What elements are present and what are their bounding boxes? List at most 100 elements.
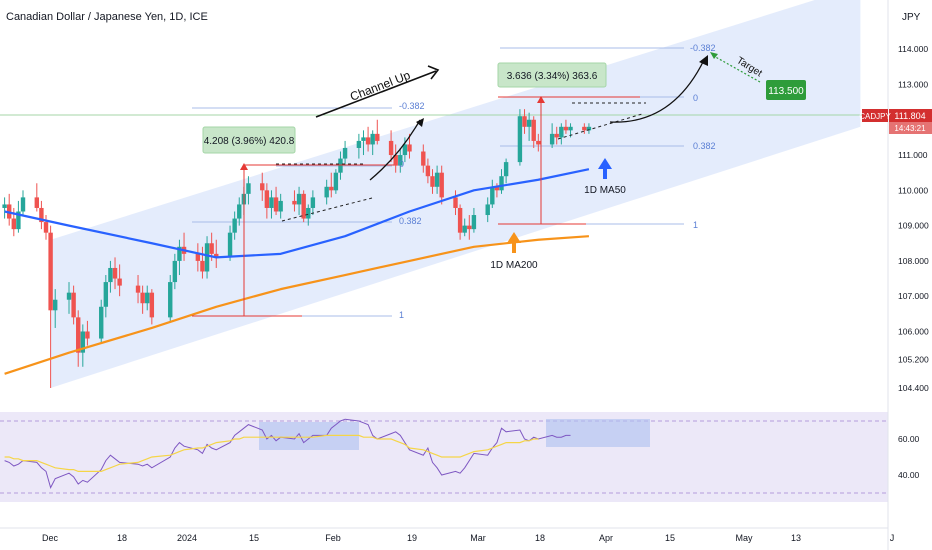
price-tick: 108.000 <box>898 256 929 266</box>
candle-2024-03-01 <box>439 165 444 205</box>
candle-2023-12-27 <box>140 285 145 314</box>
candle-body <box>246 183 251 194</box>
rsi-pane <box>0 418 888 494</box>
candle-2024-02-23 <box>407 133 412 159</box>
candles <box>2 109 592 388</box>
candle-2023-12-20 <box>108 260 113 293</box>
candle-2023-12-26 <box>135 275 141 304</box>
ma50-line <box>4 168 590 259</box>
candle-body <box>71 292 76 318</box>
candle-body <box>278 200 283 212</box>
candle-2023-11-30 <box>16 200 21 233</box>
moving-averages <box>4 168 590 375</box>
candle-body <box>296 193 302 205</box>
candle-body <box>53 299 58 311</box>
measure-box-left <box>202 126 296 154</box>
candle-body <box>264 190 270 208</box>
time-label-15: 15 <box>665 533 675 543</box>
candle-2024-02-09 <box>342 140 348 166</box>
candle-body <box>517 116 523 163</box>
candle-body <box>522 116 527 127</box>
candle-body <box>503 162 509 177</box>
fib-right-1: 1 <box>693 220 698 230</box>
candle-body <box>471 215 477 230</box>
measure-right-label: 3.636 (3.34%) 363.6 <box>507 71 598 82</box>
candle-2023-12-01 <box>20 190 26 216</box>
candle-2024-01-09 <box>200 246 205 279</box>
candle-2024-03-15 <box>503 158 509 184</box>
candle-2024-02-22 <box>402 137 408 163</box>
candle-2024-01-10 <box>204 236 210 279</box>
candle-2024-03-28 <box>563 119 569 134</box>
candle-2024-01-31 <box>301 190 306 223</box>
candle-2023-12-22 <box>117 264 122 297</box>
candle-2024-02-02 <box>310 190 316 216</box>
bar-countdown: 14:43:21 <box>894 124 926 133</box>
candle-body <box>568 126 573 131</box>
candle-body <box>43 222 49 233</box>
candle-2023-12-06 <box>43 215 49 240</box>
candle-body <box>563 126 569 131</box>
candle-body <box>11 218 17 230</box>
time-label-2024: 2024 <box>177 533 197 543</box>
candle-body <box>16 211 21 230</box>
rsi-tick: 60.00 <box>898 434 920 444</box>
symbol-title[interactable]: Canadian Dollar / Japanese Yen, 1D, ICE <box>6 11 208 23</box>
candle-2024-02-15 <box>370 130 375 156</box>
rsi-highlight-right <box>546 419 650 447</box>
candle-body <box>338 158 343 173</box>
candle-2024-02-13 <box>361 130 366 156</box>
candle-body <box>34 197 40 208</box>
candle-body <box>2 204 7 208</box>
candle-body <box>559 126 564 138</box>
candle-body <box>204 243 210 272</box>
time-label-18: 18 <box>535 533 545 543</box>
time-label-Mar: Mar <box>470 533 486 543</box>
currency-label: JPY <box>902 12 921 23</box>
candle-body <box>407 144 412 152</box>
candle-body <box>375 133 380 141</box>
candle-body <box>48 232 53 311</box>
candle-body <box>66 292 72 300</box>
candle-2023-12-15 <box>85 320 90 346</box>
candle-body <box>135 285 141 293</box>
candle-body <box>112 267 118 279</box>
candle-body <box>306 207 311 219</box>
rsi-tick: 40.00 <box>898 470 920 480</box>
fib-right-0382: 0.382 <box>693 141 716 151</box>
candle-2024-01-26 <box>278 193 283 219</box>
candle-2023-11-27 <box>2 197 7 219</box>
candle-body <box>145 292 150 304</box>
candle-2023-12-14 <box>80 324 86 367</box>
time-axis[interactable]: Dec 18 2024 15 Feb 19 Mar 18 Apr 15 May 13 J <box>42 533 894 543</box>
candle-2024-02-05 <box>324 179 329 205</box>
candle-2023-12-08 <box>53 289 58 328</box>
ma200-label: 1D MA200 <box>490 260 538 271</box>
candle-body <box>554 133 559 138</box>
candle-2024-02-01 <box>306 204 311 226</box>
candle-2023-12-13 <box>76 310 81 367</box>
candle-body <box>149 292 155 318</box>
candle-2023-12-21 <box>112 257 118 290</box>
candle-body <box>301 193 306 219</box>
candle-body <box>195 253 201 261</box>
candle-2024-03-05 <box>457 204 463 240</box>
candle-2023-12-12 <box>71 285 76 325</box>
candle-2024-03-25 <box>549 123 555 148</box>
candle-body <box>76 317 81 353</box>
price-tick: 105.200 <box>898 355 929 365</box>
candle-body <box>388 140 394 156</box>
candle-body <box>402 144 408 156</box>
candle-body <box>365 137 371 145</box>
candle-body <box>549 133 555 145</box>
candle-2024-02-07 <box>333 169 339 194</box>
candle-2024-03-26 <box>554 126 559 145</box>
candle-2024-03-22 <box>536 133 541 152</box>
candle-body <box>232 218 237 233</box>
candle-2023-12-05 <box>39 200 44 230</box>
rsi-line <box>4 418 571 489</box>
time-label-19: 19 <box>407 533 417 543</box>
candle-body <box>494 186 500 191</box>
candle-2024-03-06 <box>462 218 467 237</box>
